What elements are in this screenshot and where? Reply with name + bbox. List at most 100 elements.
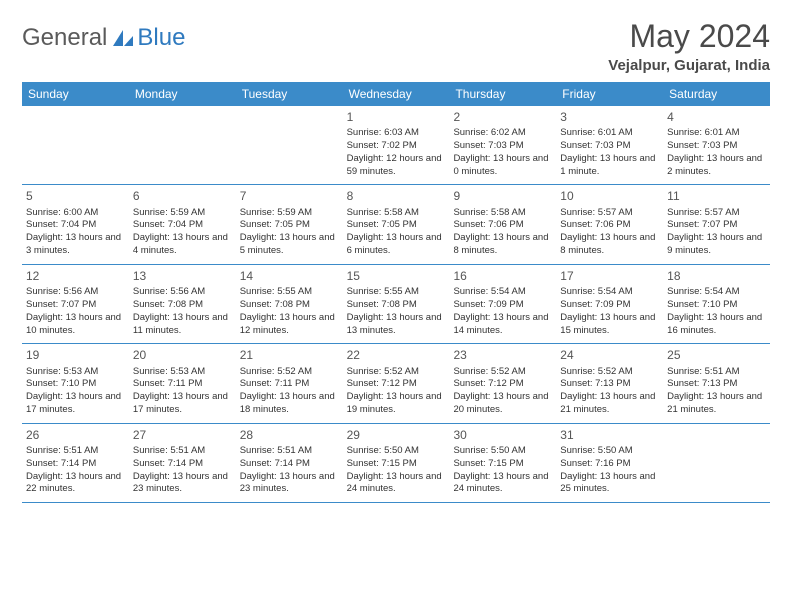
day-cell: 25Sunrise: 5:51 AMSunset: 7:13 PMDayligh… (663, 344, 770, 422)
sunset-text: Sunset: 7:05 PM (347, 219, 446, 232)
weekday-header: Saturday (663, 82, 770, 106)
day-number: 16 (453, 268, 552, 284)
daylight-text: Daylight: 13 hours and 25 minutes. (560, 471, 659, 497)
day-cell (663, 424, 770, 502)
sunset-text: Sunset: 7:06 PM (453, 219, 552, 232)
daylight-text: Daylight: 13 hours and 21 minutes. (667, 391, 766, 417)
sunset-text: Sunset: 7:07 PM (26, 299, 125, 312)
weekday-header-row: Sunday Monday Tuesday Wednesday Thursday… (22, 82, 770, 106)
sunset-text: Sunset: 7:12 PM (347, 378, 446, 391)
day-number: 23 (453, 347, 552, 363)
sunset-text: Sunset: 7:12 PM (453, 378, 552, 391)
weekday-header: Friday (556, 82, 663, 106)
daylight-text: Daylight: 13 hours and 17 minutes. (133, 391, 232, 417)
day-cell: 1Sunrise: 6:03 AMSunset: 7:02 PMDaylight… (343, 106, 450, 184)
day-number: 4 (667, 109, 766, 125)
day-cell: 22Sunrise: 5:52 AMSunset: 7:12 PMDayligh… (343, 344, 450, 422)
sunrise-text: Sunrise: 5:52 AM (453, 366, 552, 379)
day-cell: 11Sunrise: 5:57 AMSunset: 7:07 PMDayligh… (663, 185, 770, 263)
sunset-text: Sunset: 7:13 PM (667, 378, 766, 391)
day-cell: 16Sunrise: 5:54 AMSunset: 7:09 PMDayligh… (449, 265, 556, 343)
weekday-header: Thursday (449, 82, 556, 106)
day-number: 26 (26, 427, 125, 443)
day-number: 15 (347, 268, 446, 284)
sunset-text: Sunset: 7:15 PM (453, 458, 552, 471)
day-cell: 17Sunrise: 5:54 AMSunset: 7:09 PMDayligh… (556, 265, 663, 343)
daylight-text: Daylight: 13 hours and 20 minutes. (453, 391, 552, 417)
day-cell: 24Sunrise: 5:52 AMSunset: 7:13 PMDayligh… (556, 344, 663, 422)
day-cell: 19Sunrise: 5:53 AMSunset: 7:10 PMDayligh… (22, 344, 129, 422)
day-number: 10 (560, 188, 659, 204)
sunrise-text: Sunrise: 6:03 AM (347, 127, 446, 140)
day-cell: 15Sunrise: 5:55 AMSunset: 7:08 PMDayligh… (343, 265, 450, 343)
day-number: 9 (453, 188, 552, 204)
sunrise-text: Sunrise: 6:00 AM (26, 207, 125, 220)
sunrise-text: Sunrise: 5:58 AM (347, 207, 446, 220)
daylight-text: Daylight: 13 hours and 22 minutes. (26, 471, 125, 497)
sunrise-text: Sunrise: 5:56 AM (133, 286, 232, 299)
weeks-container: 1Sunrise: 6:03 AMSunset: 7:02 PMDaylight… (22, 106, 770, 503)
day-number: 13 (133, 268, 232, 284)
sunrise-text: Sunrise: 5:57 AM (667, 207, 766, 220)
daylight-text: Daylight: 13 hours and 5 minutes. (240, 232, 339, 258)
day-cell: 27Sunrise: 5:51 AMSunset: 7:14 PMDayligh… (129, 424, 236, 502)
daylight-text: Daylight: 13 hours and 24 minutes. (453, 471, 552, 497)
day-cell: 7Sunrise: 5:59 AMSunset: 7:05 PMDaylight… (236, 185, 343, 263)
day-cell: 2Sunrise: 6:02 AMSunset: 7:03 PMDaylight… (449, 106, 556, 184)
sunset-text: Sunset: 7:11 PM (133, 378, 232, 391)
calendar-grid: Sunday Monday Tuesday Wednesday Thursday… (22, 82, 770, 503)
sunset-text: Sunset: 7:09 PM (453, 299, 552, 312)
daylight-text: Daylight: 13 hours and 15 minutes. (560, 312, 659, 338)
day-number: 17 (560, 268, 659, 284)
daylight-text: Daylight: 13 hours and 2 minutes. (667, 153, 766, 179)
sunrise-text: Sunrise: 5:51 AM (667, 366, 766, 379)
sunrise-text: Sunrise: 5:52 AM (560, 366, 659, 379)
sunset-text: Sunset: 7:03 PM (560, 140, 659, 153)
day-number: 3 (560, 109, 659, 125)
daylight-text: Daylight: 13 hours and 0 minutes. (453, 153, 552, 179)
sunrise-text: Sunrise: 5:52 AM (240, 366, 339, 379)
sunset-text: Sunset: 7:10 PM (26, 378, 125, 391)
sunrise-text: Sunrise: 5:51 AM (133, 445, 232, 458)
day-number: 19 (26, 347, 125, 363)
day-number: 14 (240, 268, 339, 284)
daylight-text: Daylight: 13 hours and 11 minutes. (133, 312, 232, 338)
day-number: 20 (133, 347, 232, 363)
sunrise-text: Sunrise: 5:59 AM (240, 207, 339, 220)
location-label: Vejalpur, Gujarat, India (608, 57, 770, 74)
day-cell: 5Sunrise: 6:00 AMSunset: 7:04 PMDaylight… (22, 185, 129, 263)
day-number: 18 (667, 268, 766, 284)
sunset-text: Sunset: 7:08 PM (347, 299, 446, 312)
sunset-text: Sunset: 7:09 PM (560, 299, 659, 312)
sunrise-text: Sunrise: 5:51 AM (240, 445, 339, 458)
brand-part2: Blue (137, 24, 185, 52)
sunset-text: Sunset: 7:07 PM (667, 219, 766, 232)
daylight-text: Daylight: 13 hours and 24 minutes. (347, 471, 446, 497)
day-number: 30 (453, 427, 552, 443)
sunrise-text: Sunrise: 5:57 AM (560, 207, 659, 220)
sunset-text: Sunset: 7:15 PM (347, 458, 446, 471)
week-row: 26Sunrise: 5:51 AMSunset: 7:14 PMDayligh… (22, 424, 770, 503)
daylight-text: Daylight: 12 hours and 59 minutes. (347, 153, 446, 179)
sunrise-text: Sunrise: 6:02 AM (453, 127, 552, 140)
sunset-text: Sunset: 7:14 PM (133, 458, 232, 471)
day-number: 6 (133, 188, 232, 204)
sunrise-text: Sunrise: 5:55 AM (240, 286, 339, 299)
sunrise-text: Sunrise: 5:56 AM (26, 286, 125, 299)
day-cell: 28Sunrise: 5:51 AMSunset: 7:14 PMDayligh… (236, 424, 343, 502)
sunset-text: Sunset: 7:13 PM (560, 378, 659, 391)
daylight-text: Daylight: 13 hours and 6 minutes. (347, 232, 446, 258)
brand-logo: General Blue (22, 24, 185, 52)
daylight-text: Daylight: 13 hours and 13 minutes. (347, 312, 446, 338)
brand-part1: General (22, 24, 107, 52)
day-cell (22, 106, 129, 184)
day-cell: 8Sunrise: 5:58 AMSunset: 7:05 PMDaylight… (343, 185, 450, 263)
sunset-text: Sunset: 7:04 PM (26, 219, 125, 232)
day-cell: 4Sunrise: 6:01 AMSunset: 7:03 PMDaylight… (663, 106, 770, 184)
day-cell: 30Sunrise: 5:50 AMSunset: 7:15 PMDayligh… (449, 424, 556, 502)
sunset-text: Sunset: 7:03 PM (667, 140, 766, 153)
sunrise-text: Sunrise: 5:54 AM (667, 286, 766, 299)
sunset-text: Sunset: 7:03 PM (453, 140, 552, 153)
day-cell: 18Sunrise: 5:54 AMSunset: 7:10 PMDayligh… (663, 265, 770, 343)
daylight-text: Daylight: 13 hours and 3 minutes. (26, 232, 125, 258)
